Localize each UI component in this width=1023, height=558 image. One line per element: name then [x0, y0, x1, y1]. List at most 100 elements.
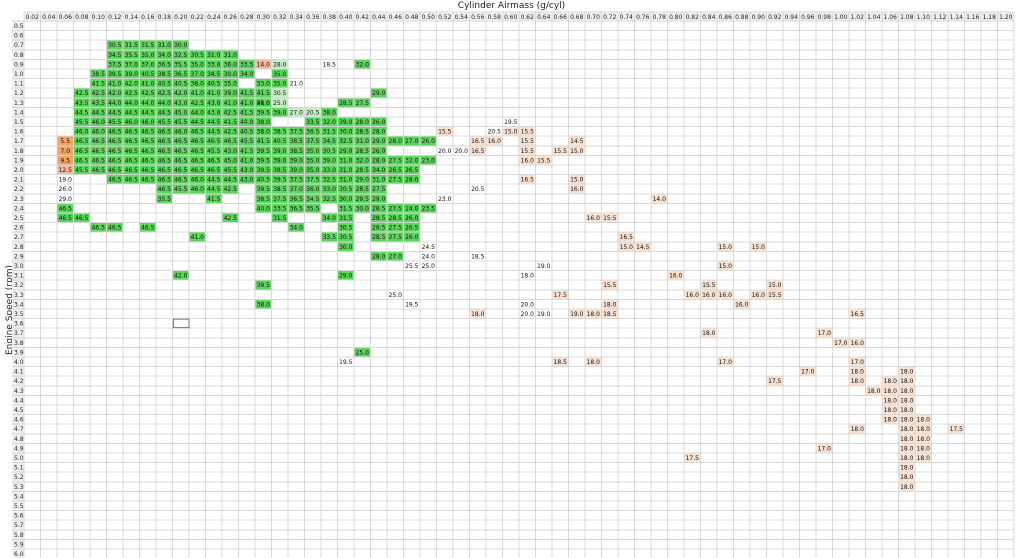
table-cell-value[interactable]: 35.5 [174, 61, 188, 68]
table-cell-value[interactable]: 15.0 [768, 282, 782, 289]
table-cell-value[interactable]: 43.0 [240, 177, 254, 184]
table-cell-value[interactable]: 27.0 [290, 109, 304, 116]
table-cell-value[interactable]: 42.5 [224, 215, 238, 222]
table-cell-value[interactable]: 41.5 [224, 119, 238, 126]
table-cell-value[interactable]: 35.5 [125, 52, 139, 59]
table-cell-value[interactable]: 26.0 [405, 215, 419, 222]
table-cell-value[interactable]: 46.0 [191, 186, 205, 193]
table-cell-value[interactable]: 46.5 [108, 148, 122, 155]
table-cell-value[interactable]: 31.5 [323, 129, 337, 136]
table-cell-value[interactable]: 46.5 [108, 138, 122, 145]
table-cell-value[interactable]: 26.0 [59, 186, 73, 193]
table-cell-value[interactable]: 15.5 [521, 129, 535, 136]
table-cell-value[interactable]: 21.0 [290, 81, 304, 88]
table-cell-value[interactable]: 26.0 [372, 148, 386, 155]
table-cell-value[interactable]: 45.5 [75, 167, 89, 174]
table-cell-value[interactable]: 37.0 [191, 71, 205, 78]
table-cell-value[interactable]: 26.5 [389, 167, 403, 174]
table-cell-value[interactable]: 28.5 [356, 167, 370, 174]
table-cell-value[interactable]: 31.0 [158, 42, 172, 49]
table-cell-value[interactable]: 42.5 [158, 90, 172, 97]
table-cell-value[interactable]: 38.0 [257, 100, 271, 107]
table-cell-value[interactable]: 27.5 [389, 225, 403, 232]
table-cell-value[interactable]: 44.5 [207, 129, 221, 136]
table-cell-value[interactable]: 28.0 [356, 119, 370, 126]
table-cell-value[interactable]: 30.5 [273, 90, 287, 97]
table-cell-value[interactable]: 44.5 [224, 177, 238, 184]
table-cell-value[interactable]: 37.5 [273, 196, 287, 203]
table-cell-value[interactable]: 31.0 [224, 52, 238, 59]
table-cell-value[interactable]: 15.5 [603, 282, 617, 289]
table-cell-value[interactable]: 40.5 [240, 129, 254, 136]
table-cell-value[interactable]: 30.0 [174, 42, 188, 49]
table-cell-value[interactable]: 15.5 [768, 292, 782, 299]
table-cell-value[interactable]: 43.0 [207, 100, 221, 107]
table-cell-value[interactable]: 18.0 [884, 378, 898, 385]
table-cell-value[interactable]: 20.5 [471, 186, 485, 193]
table-cell-value[interactable]: 41.5 [257, 90, 271, 97]
table-cell-value[interactable]: 46.5 [191, 148, 205, 155]
table-cell-value[interactable]: 26.5 [405, 167, 419, 174]
table-cell-value[interactable]: 46.5 [141, 148, 155, 155]
table-cell-value[interactable]: 46.0 [92, 129, 106, 136]
table-cell-value[interactable]: 36.5 [174, 71, 188, 78]
table-cell-value[interactable]: 39.5 [273, 177, 287, 184]
table-cell-value[interactable]: 25.0 [273, 100, 287, 107]
table-cell-value[interactable]: 18.0 [900, 407, 914, 414]
table-cell-value[interactable]: 46.5 [174, 138, 188, 145]
table-cell-value[interactable]: 39.5 [257, 282, 271, 289]
table-cell-value[interactable]: 35.0 [306, 148, 320, 155]
table-cell-value[interactable]: 30.5 [323, 148, 337, 155]
table-cell-value[interactable]: 42.0 [125, 81, 139, 88]
table-cell-value[interactable]: 18.0 [587, 359, 601, 366]
table-cell-value[interactable]: 46.5 [75, 148, 89, 155]
table-cell-value[interactable]: 45.0 [174, 109, 188, 116]
table-cell-value[interactable]: 43.0 [224, 148, 238, 155]
table-cell-value[interactable]: 34.0 [323, 215, 337, 222]
table-cell-value[interactable]: 46.5 [125, 177, 139, 184]
table-cell-value[interactable]: 17.0 [834, 340, 848, 347]
table-cell-value[interactable]: 25.5 [405, 263, 419, 270]
selected-cell[interactable] [173, 318, 190, 329]
table-cell-value[interactable]: 30.0 [339, 244, 353, 251]
table-cell-value[interactable]: 15.5 [537, 157, 551, 164]
table-cell-value[interactable]: 46.5 [174, 157, 188, 164]
table-cell-value[interactable]: 25.0 [422, 263, 436, 270]
table-cell-value[interactable]: 46.0 [191, 177, 205, 184]
table-cell-value[interactable]: 18.0 [851, 378, 865, 385]
table-cell-value[interactable]: 38.5 [257, 196, 271, 203]
table-cell-value[interactable]: 35.0 [141, 52, 155, 59]
table-cell-value[interactable]: 32.0 [356, 157, 370, 164]
table-cell-value[interactable]: 28.5 [356, 129, 370, 136]
table-cell-value[interactable]: 32.0 [405, 157, 419, 164]
table-cell-value[interactable]: 40.0 [240, 119, 254, 126]
table-cell-value[interactable]: 14.0 [653, 196, 667, 203]
table-cell-value[interactable]: 29.0 [339, 273, 353, 280]
table-cell-value[interactable]: 38.5 [290, 148, 304, 155]
table-cell-value[interactable]: 44.5 [108, 109, 122, 116]
table-cell-value[interactable]: 30.5 [191, 52, 205, 59]
table-cell-value[interactable]: 28.0 [405, 177, 419, 184]
table-cell-value[interactable]: 40.5 [257, 177, 271, 184]
table-cell-value[interactable]: 17.0 [851, 359, 865, 366]
table-cell-value[interactable]: 28.0 [372, 157, 386, 164]
table-cell-value[interactable]: 28.0 [372, 253, 386, 260]
table-cell-value[interactable]: 18.0 [917, 417, 931, 424]
table-cell-value[interactable]: 16.5 [851, 311, 865, 318]
table-cell-value[interactable]: 46.5 [141, 138, 155, 145]
table-cell-value[interactable]: 46.5 [75, 157, 89, 164]
table-cell-value[interactable]: 39.0 [273, 109, 287, 116]
table-cell-value[interactable]: 19.0 [570, 311, 584, 318]
table-cell-value[interactable]: 27.5 [389, 157, 403, 164]
table-cell-value[interactable]: 46.5 [141, 129, 155, 136]
table-cell-value[interactable]: 18.0 [900, 474, 914, 481]
table-cell-value[interactable]: 23.0 [438, 196, 452, 203]
table-cell-value[interactable]: 46.5 [92, 167, 106, 174]
table-cell-value[interactable]: 45.5 [158, 119, 172, 126]
table-cell-value[interactable]: 17.5 [768, 378, 782, 385]
table-cell-value[interactable]: 19.5 [405, 301, 419, 308]
table-cell-value[interactable]: 41.5 [240, 148, 254, 155]
table-cell-value[interactable]: 18.0 [884, 417, 898, 424]
table-cell-value[interactable]: 39.0 [273, 148, 287, 155]
table-cell-value[interactable]: 46.5 [59, 215, 73, 222]
